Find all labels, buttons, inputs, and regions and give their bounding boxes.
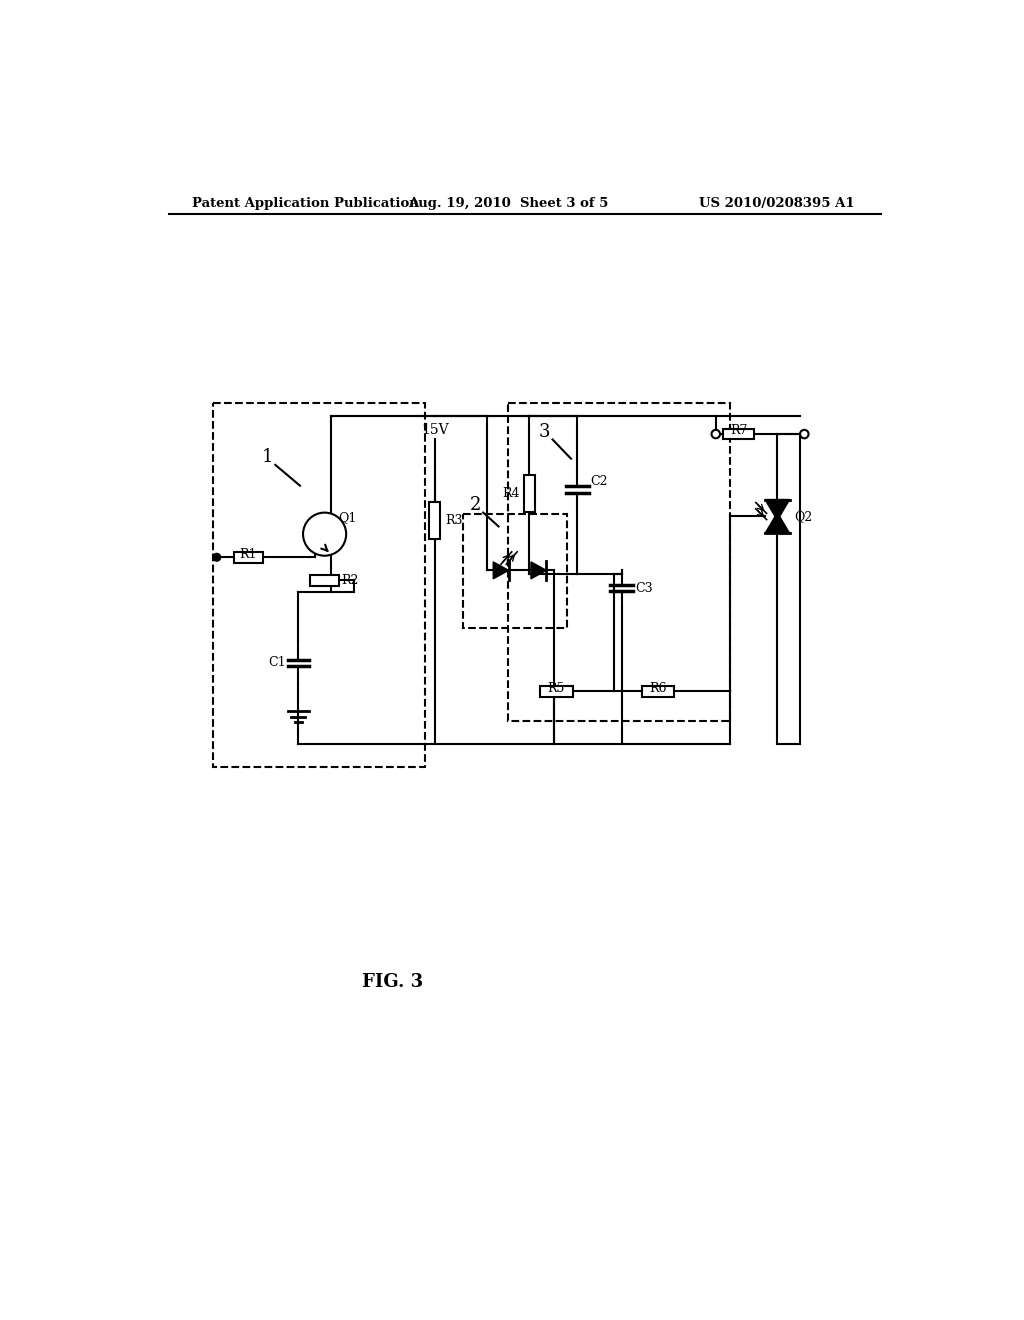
Bar [233, 552, 263, 562]
Text: C2: C2 [590, 475, 608, 488]
Bar [541, 686, 572, 697]
Text: 2: 2 [470, 496, 481, 513]
Bar [213, 404, 425, 767]
Polygon shape [531, 562, 547, 579]
Text: R5: R5 [548, 682, 565, 696]
Text: 1: 1 [262, 449, 273, 466]
Text: 3: 3 [539, 422, 551, 441]
Bar [642, 686, 674, 697]
Bar [463, 515, 567, 628]
Polygon shape [494, 562, 509, 579]
Circle shape [303, 512, 346, 556]
Text: FIG. 3: FIG. 3 [361, 973, 423, 991]
Text: 15V: 15V [421, 424, 449, 437]
Text: R2: R2 [342, 574, 359, 587]
Text: Q2: Q2 [795, 510, 813, 523]
Text: R6: R6 [649, 682, 667, 696]
Polygon shape [765, 499, 790, 520]
Circle shape [712, 430, 720, 438]
Text: R1: R1 [240, 548, 257, 561]
Text: R4: R4 [503, 487, 520, 500]
Bar [524, 475, 535, 512]
Bar [310, 576, 339, 586]
Bar [429, 502, 440, 539]
Text: R7: R7 [730, 424, 748, 437]
Text: Q1: Q1 [339, 511, 356, 524]
Circle shape [213, 553, 220, 561]
Text: C1: C1 [268, 656, 286, 669]
Text: Patent Application Publication: Patent Application Publication [193, 197, 419, 210]
Polygon shape [765, 512, 790, 533]
Bar [724, 429, 755, 440]
Circle shape [800, 430, 809, 438]
Text: Aug. 19, 2010  Sheet 3 of 5: Aug. 19, 2010 Sheet 3 of 5 [408, 197, 608, 210]
Text: R3: R3 [445, 513, 463, 527]
Text: US 2010/0208395 A1: US 2010/0208395 A1 [698, 197, 854, 210]
Bar [508, 404, 730, 721]
Text: C3: C3 [635, 582, 652, 594]
